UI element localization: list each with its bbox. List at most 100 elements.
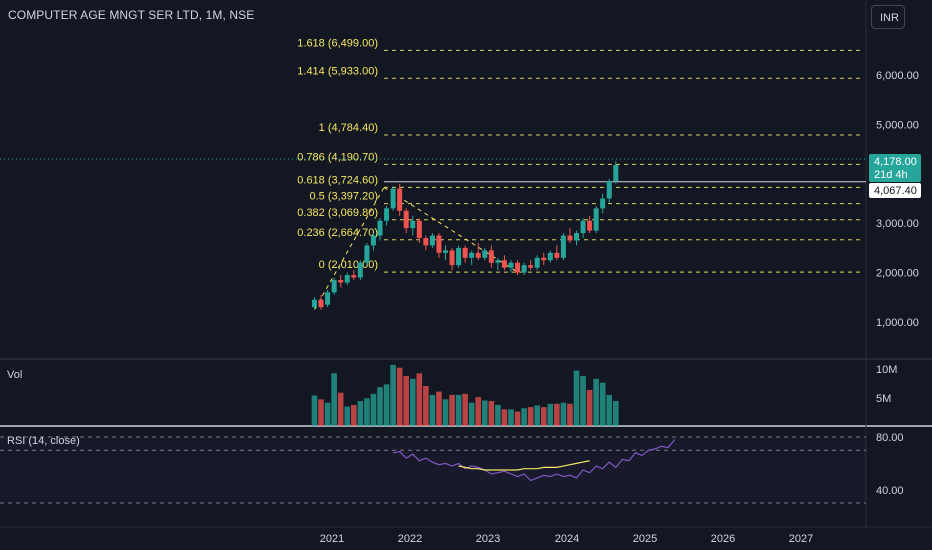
price-axis[interactable]: 1,000.002,000.003,000.004,000.005,000.00… <box>869 70 921 329</box>
rsi-ma-line <box>458 460 590 471</box>
candlestick-series <box>312 161 619 310</box>
candle-body <box>377 220 383 236</box>
time-tick-label: 2024 <box>555 533 579 545</box>
time-axis[interactable]: 2021 2022 2023 2024 2025 2026 2027 <box>320 533 813 545</box>
volume-bar <box>606 394 613 426</box>
candle-body <box>429 235 435 246</box>
symbol-title: COMPUTER AGE MNGT SER LTD, 1M, NSE <box>8 8 255 22</box>
volume-axis-label: 10M <box>876 364 897 376</box>
volume-bar <box>429 394 436 426</box>
candle-body <box>397 188 403 211</box>
candle-body <box>488 250 494 263</box>
candle-body <box>384 208 390 221</box>
price-tick-label: 5,000.00 <box>876 119 919 131</box>
volume-bar <box>436 391 442 426</box>
volume-bar <box>580 376 586 426</box>
last-price-label: 4,178.00 <box>874 156 917 168</box>
last-price-badge <box>869 154 921 183</box>
volume-bar <box>390 364 396 426</box>
volume-bar <box>462 393 468 426</box>
volume-bar <box>383 384 390 426</box>
candle-body <box>560 235 566 258</box>
candle-body <box>613 165 619 182</box>
candle-body <box>351 275 357 278</box>
candle-body <box>515 262 521 273</box>
fib-trend-line <box>383 186 518 273</box>
candle-body <box>423 238 429 246</box>
fib-level-label: 0.618 (3,724.60) <box>297 174 378 186</box>
volume-bar <box>311 395 318 426</box>
time-tick-label: 2025 <box>633 533 657 545</box>
candle-body <box>325 292 331 305</box>
candle-body <box>331 280 337 293</box>
time-tick-label: 2021 <box>320 533 344 545</box>
candle-body <box>606 181 612 199</box>
price-tick-label: 1,000.00 <box>876 317 919 329</box>
volume-axis-label: 5M <box>876 393 891 405</box>
candle-body <box>495 260 501 263</box>
volume-pane: 10M 5M <box>311 364 897 426</box>
candle-body <box>390 188 396 209</box>
volume-bar <box>567 403 573 426</box>
fib-level-label: 0.236 (2,664.70) <box>297 227 378 239</box>
time-tick-label: 2027 <box>789 533 813 545</box>
volume-bar <box>403 376 409 426</box>
volume-bar <box>495 404 501 426</box>
currency-button[interactable]: INR <box>871 5 905 29</box>
rsi-line <box>392 439 676 482</box>
price-tick-label: 6,000.00 <box>876 70 919 82</box>
candle-body <box>462 247 468 258</box>
fib-level-label: 1 (4,784.40) <box>319 122 378 134</box>
candle-body <box>534 257 540 268</box>
candle-body <box>443 250 448 253</box>
fib-level-label: 1.414 (5,933.00) <box>297 65 378 77</box>
volume-bar <box>514 411 521 426</box>
volume-bar <box>423 386 429 426</box>
volume-bar <box>409 378 416 426</box>
fib-level-label: 0 (2,010.00) <box>319 259 378 271</box>
volume-bar <box>468 402 475 426</box>
candle-body <box>541 257 547 261</box>
volume-bar <box>573 370 580 426</box>
volume-bar <box>613 401 619 426</box>
volume-bar <box>370 393 377 426</box>
volume-bar <box>540 407 547 426</box>
fibonacci-retracement[interactable]: 1.618 (6,499.00) 1.414 (5,933.00) 1 (4,784… <box>0 37 866 310</box>
volume-bar <box>357 401 364 426</box>
candle-body <box>580 220 586 234</box>
volume-bar <box>547 403 554 426</box>
volume-bar <box>554 403 560 426</box>
rsi-band-fill <box>0 437 866 503</box>
volume-bar <box>482 400 488 426</box>
volume-bar <box>344 406 351 426</box>
volume-label: Vol <box>7 369 23 381</box>
candle-body <box>508 262 514 268</box>
volume-bar <box>488 401 495 426</box>
volume-bar <box>527 407 534 426</box>
candle-body <box>547 252 553 261</box>
volume-bar <box>599 382 606 426</box>
rsi-title: RSI (14, close) <box>7 435 80 447</box>
volume-bar <box>396 367 403 426</box>
candle-body <box>475 252 481 258</box>
candle-body <box>344 275 350 283</box>
volume-bar <box>318 399 324 426</box>
volume-bar <box>324 402 331 426</box>
price-tick-label: 3,000.00 <box>876 218 919 230</box>
fib-level-label: 0.786 (4,190.70) <box>297 151 378 163</box>
volume-bar <box>534 405 540 426</box>
secondary-price-badge <box>869 183 921 199</box>
price-tick-label: 2,000.00 <box>876 268 919 280</box>
volume-bar <box>501 409 508 426</box>
volume-bar <box>475 397 482 426</box>
volume-bar <box>560 402 567 426</box>
volume-bar <box>351 404 357 426</box>
candle-body <box>338 280 344 283</box>
fib-level-label: 0.382 (3,069.80) <box>297 207 378 219</box>
candle-body <box>574 233 579 241</box>
candle-body <box>357 262 363 278</box>
candle-body <box>554 252 560 258</box>
grid-lines <box>0 0 932 528</box>
candle-body <box>567 235 573 241</box>
